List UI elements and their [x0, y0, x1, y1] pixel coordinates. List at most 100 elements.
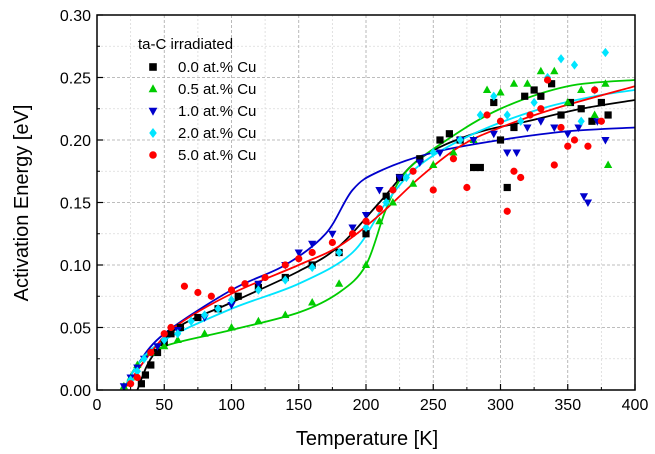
data-point — [328, 238, 336, 247]
data-point — [382, 192, 390, 200]
data-point — [361, 260, 371, 269]
data-point — [429, 186, 437, 194]
y-tick-label: 0.15 — [60, 196, 91, 213]
data-point — [588, 117, 596, 125]
data-point — [503, 110, 511, 120]
y-axis-title: Activation Energy [eV] — [11, 105, 33, 302]
data-point — [416, 155, 424, 163]
data-point — [227, 295, 236, 305]
data-point — [409, 167, 417, 175]
data-point — [536, 66, 545, 75]
legend-marker — [148, 84, 158, 93]
y-tick-label: 0.20 — [60, 133, 91, 150]
data-point — [496, 136, 505, 144]
x-tick-label: 400 — [622, 397, 649, 414]
series-5-0-at-cu — [127, 76, 605, 388]
data-point — [153, 343, 162, 351]
x-tick-label: 100 — [218, 397, 245, 414]
data-point — [469, 136, 478, 145]
data-point — [308, 262, 316, 273]
data-point — [140, 354, 148, 364]
data-point — [200, 329, 209, 337]
data-point — [523, 124, 532, 132]
data-point — [194, 313, 202, 322]
data-point — [526, 111, 534, 119]
data-point — [201, 310, 209, 320]
data-point — [335, 247, 343, 258]
data-point — [583, 199, 593, 207]
data-point — [557, 54, 565, 64]
data-point — [375, 186, 384, 195]
data-point — [496, 117, 505, 125]
data-point — [160, 330, 168, 338]
data-point — [328, 230, 337, 239]
data-point — [362, 230, 370, 238]
data-point — [395, 174, 404, 182]
legend-marker — [148, 107, 158, 116]
data-point — [436, 136, 444, 144]
data-point — [388, 198, 398, 206]
y-tick-label: 0.25 — [60, 71, 91, 88]
data-point — [536, 118, 545, 126]
data-point — [261, 273, 269, 282]
data-point — [174, 329, 182, 339]
data-point — [517, 173, 525, 182]
data-point — [510, 123, 518, 132]
data-point — [361, 211, 371, 220]
data-point — [597, 98, 605, 107]
data-point — [207, 292, 215, 300]
data-point — [127, 380, 135, 388]
data-point — [584, 142, 592, 150]
data-point — [601, 47, 610, 58]
legend-label: 0.0 at.% Cu — [178, 59, 256, 76]
data-point — [550, 66, 559, 75]
data-point — [530, 97, 538, 108]
data-point — [180, 282, 189, 290]
data-point — [234, 292, 242, 300]
data-point — [362, 217, 370, 225]
data-point — [141, 371, 150, 379]
data-point — [173, 335, 182, 344]
x-tick-label: 200 — [353, 397, 380, 414]
data-point — [577, 116, 585, 126]
data-point — [389, 186, 397, 194]
x-axis-title: Temperature [K] — [296, 428, 438, 450]
data-point — [476, 163, 484, 172]
data-point — [348, 230, 357, 238]
data-point — [489, 130, 498, 139]
ticks: 0 50 100 150 200 250 300 350 400 0.00 0.05 0.10 0.15… — [60, 8, 649, 414]
data-point — [402, 172, 410, 183]
data-point — [604, 111, 612, 119]
x-tick-label: 0 — [93, 397, 102, 414]
x-tick-label: 50 — [155, 397, 173, 414]
data-point — [147, 361, 155, 369]
data-point — [254, 280, 263, 289]
data-point — [521, 92, 529, 100]
legend-label: 5.0 at.% Cu — [178, 147, 256, 164]
data-point — [382, 197, 390, 208]
data-point — [375, 205, 384, 213]
data-point — [591, 86, 599, 94]
data-point — [449, 148, 458, 156]
data-point — [579, 193, 589, 201]
data-point — [601, 79, 610, 87]
data-point — [537, 92, 545, 100]
data-point — [254, 316, 263, 325]
data-point — [570, 136, 579, 144]
data-point — [362, 222, 370, 233]
data-point — [463, 183, 471, 192]
data-point — [254, 285, 262, 295]
data-point — [153, 348, 162, 357]
data-point — [160, 335, 168, 345]
data-points — [119, 47, 613, 390]
fit-curve-1-0-at-cu — [123, 126, 635, 390]
data-point — [509, 79, 519, 87]
x-tick-label: 150 — [285, 397, 312, 414]
data-point — [577, 85, 586, 94]
data-point — [483, 111, 491, 119]
data-point — [429, 160, 438, 169]
data-point — [456, 135, 464, 145]
data-point — [476, 110, 484, 120]
data-point — [147, 348, 155, 357]
data-point — [194, 288, 202, 297]
